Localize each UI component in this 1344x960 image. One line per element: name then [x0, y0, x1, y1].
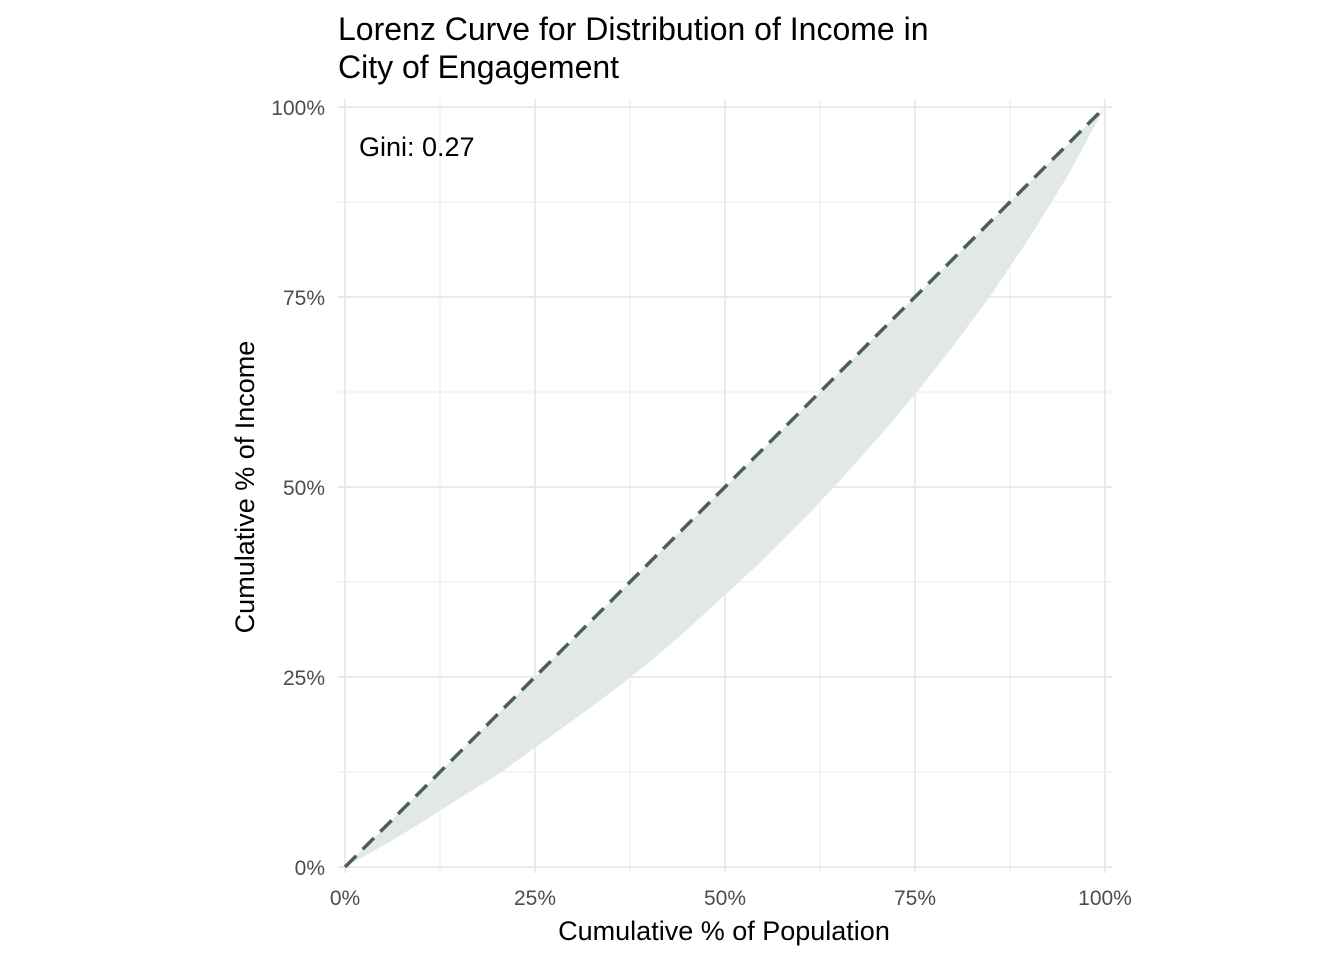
line-layer — [343, 105, 1107, 869]
x-tick-label: 0% — [330, 887, 360, 910]
chart-title-line-1: Lorenz Curve for Distribution of Income … — [338, 11, 929, 47]
chart-title-line-2: City of Engagement — [338, 49, 620, 85]
x-tick-label: 100% — [1078, 887, 1132, 910]
y-tick-label: 50% — [283, 477, 325, 500]
x-tick-label: 25% — [514, 887, 556, 910]
y-axis-title: Cumulative % of Income — [230, 341, 260, 634]
equality-line — [343, 105, 1107, 869]
y-tick-label: 100% — [271, 97, 325, 120]
x-axis-title: Cumulative % of Population — [558, 916, 890, 946]
x-tick-label: 75% — [894, 887, 936, 910]
x-tick-label: 50% — [704, 887, 746, 910]
gini-annotation: Gini: 0.27 — [359, 132, 475, 162]
y-tick-label: 25% — [283, 667, 325, 690]
y-tick-label: 0% — [295, 857, 325, 880]
y-tick-label: 75% — [283, 287, 325, 310]
chart-title: Lorenz Curve for Distribution of Income … — [338, 10, 928, 86]
tick-layer: 0% 25% 50% 75% 100% 0% 25% 50% 75% 100% — [271, 97, 1132, 910]
